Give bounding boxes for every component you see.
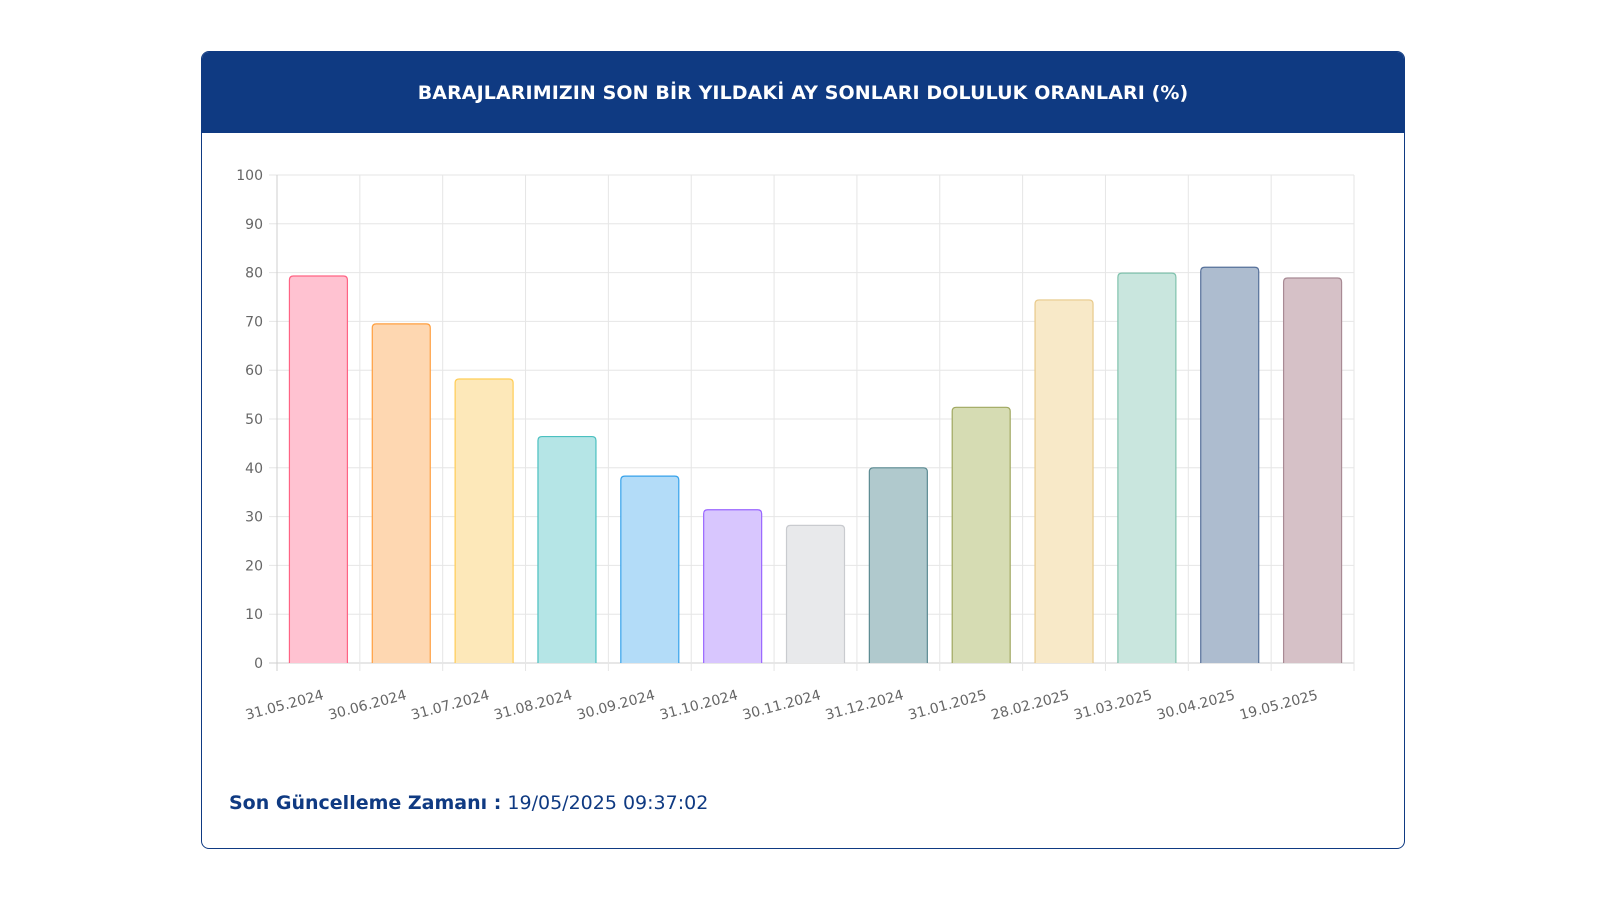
bar-31.05.2024 [289, 276, 348, 663]
x-tick-label: 31.07.2024 [410, 687, 492, 723]
chart-card: BARAJLARIMIZIN SON BİR YILDAKİ AY SONLAR… [201, 51, 1405, 849]
x-tick-label: 31.05.2024 [244, 687, 326, 723]
bar-31.03.2025 [1117, 273, 1176, 663]
y-tick-label: 90 [245, 217, 263, 233]
chart-title: BARAJLARIMIZIN SON BİR YILDAKİ AY SONLAR… [417, 81, 1189, 104]
bar-border [703, 509, 763, 663]
bar-border [371, 323, 431, 663]
y-tick-label: 10 [245, 607, 263, 623]
y-tick-label: 0 [254, 656, 263, 672]
bar-31.10.2024 [703, 509, 762, 663]
bar-border [1034, 299, 1094, 663]
bar-19.05.2025 [1283, 277, 1342, 663]
y-tick-label: 100 [236, 168, 263, 184]
x-tick-label: 30.04.2025 [1155, 687, 1237, 723]
x-tick-label: 30.11.2024 [741, 687, 823, 723]
bar-border [537, 435, 597, 663]
x-tick-label: 31.01.2025 [907, 687, 989, 723]
bar-border [951, 406, 1011, 663]
bar-28.02.2025 [1035, 299, 1094, 663]
bar-border [1117, 272, 1177, 663]
y-tick-label: 40 [245, 461, 263, 477]
y-tick-label: 30 [245, 510, 263, 526]
card-header: BARAJLARIMIZIN SON BİR YILDAKİ AY SONLAR… [202, 52, 1404, 133]
bar-border [620, 475, 680, 663]
last-updated: Son Güncelleme Zamanı : 19/05/2025 09:37… [229, 792, 708, 814]
last-updated-label: Son Güncelleme Zamanı : [229, 792, 502, 814]
bars-layer [288, 266, 1343, 663]
x-tick-label: 31.03.2025 [1072, 687, 1154, 723]
x-tick-label: 30.09.2024 [575, 687, 657, 723]
bar-30.11.2024 [786, 525, 845, 663]
bar-30.06.2024 [372, 323, 431, 663]
bar-31.12.2024 [869, 467, 928, 663]
y-axis-ticks: 0 10 20 30 40 50 60 70 80 90 100 [236, 168, 263, 672]
y-tick-label: 60 [245, 363, 263, 379]
bar-31.08.2024 [537, 436, 596, 663]
y-tick-label: 20 [245, 558, 263, 574]
x-tick-label: 28.02.2025 [989, 687, 1071, 723]
bar-30.09.2024 [620, 476, 679, 663]
x-tick-label: 19.05.2025 [1238, 687, 1320, 723]
x-tick-label: 31.10.2024 [658, 687, 740, 723]
bar-border [1282, 277, 1343, 663]
y-tick-label: 70 [245, 314, 263, 330]
bar-border [454, 378, 514, 663]
bar-30.04.2025 [1200, 267, 1259, 663]
last-updated-value: 19/05/2025 09:37:02 [507, 792, 709, 814]
bar-border [1200, 266, 1260, 663]
bar-border [288, 275, 349, 663]
bar-31.01.2025 [952, 407, 1011, 663]
x-tick-label: 30.06.2024 [327, 687, 409, 723]
bar-chart: 0 10 20 30 40 50 60 70 80 90 100 31.05.2024 30.06.2… [236, 168, 1355, 724]
y-tick-label: 50 [245, 412, 263, 428]
x-axis-ticks: 31.05.2024 30.06.2024 31.07.2024 31.08.2024… [244, 687, 1320, 723]
bar-31.07.2024 [455, 378, 514, 663]
y-tick-label: 80 [245, 266, 263, 282]
bar-border [868, 467, 928, 663]
x-tick-label: 31.08.2024 [492, 687, 574, 723]
bar-border [785, 524, 846, 663]
x-tick-label: 31.12.2024 [824, 687, 906, 723]
